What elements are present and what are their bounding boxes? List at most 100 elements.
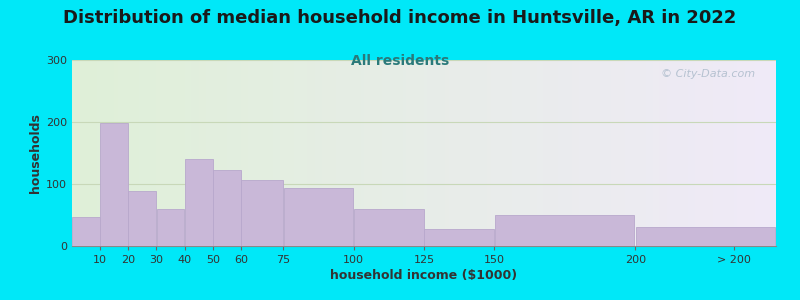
Bar: [494, 60, 498, 246]
Bar: [427, 60, 431, 246]
Bar: [86, 60, 90, 246]
Bar: [688, 60, 691, 246]
Bar: [382, 60, 386, 246]
Bar: [470, 60, 474, 246]
Bar: [572, 60, 575, 246]
Bar: [730, 60, 734, 246]
Bar: [114, 60, 118, 246]
X-axis label: household income ($1000): household income ($1000): [330, 269, 518, 282]
Text: Distribution of median household income in Huntsville, AR in 2022: Distribution of median household income …: [63, 9, 737, 27]
Text: All residents: All residents: [351, 54, 449, 68]
Bar: [628, 60, 632, 246]
Bar: [386, 60, 389, 246]
Bar: [625, 60, 628, 246]
Bar: [410, 60, 414, 246]
Bar: [75, 60, 79, 246]
Bar: [245, 60, 248, 246]
Bar: [716, 60, 720, 246]
Bar: [758, 60, 762, 246]
Bar: [329, 60, 333, 246]
Bar: [343, 60, 346, 246]
Bar: [266, 60, 269, 246]
Bar: [512, 60, 515, 246]
Bar: [389, 60, 392, 246]
Bar: [417, 60, 421, 246]
Bar: [248, 60, 251, 246]
Bar: [505, 60, 509, 246]
Bar: [547, 60, 550, 246]
Bar: [160, 60, 163, 246]
Bar: [150, 60, 153, 246]
Bar: [748, 60, 751, 246]
Bar: [100, 60, 104, 246]
Bar: [326, 60, 329, 246]
Bar: [170, 60, 174, 246]
Bar: [653, 60, 656, 246]
Bar: [600, 60, 603, 246]
Bar: [713, 60, 716, 246]
Bar: [656, 60, 660, 246]
Bar: [751, 60, 755, 246]
Bar: [181, 60, 185, 246]
Bar: [738, 60, 741, 246]
Bar: [142, 60, 146, 246]
Bar: [466, 60, 470, 246]
Bar: [188, 60, 192, 246]
Bar: [346, 60, 350, 246]
Bar: [399, 60, 403, 246]
Bar: [438, 60, 442, 246]
Bar: [301, 60, 304, 246]
Bar: [597, 60, 600, 246]
Bar: [258, 60, 262, 246]
Bar: [104, 60, 107, 246]
Bar: [614, 60, 618, 246]
Bar: [459, 60, 462, 246]
Bar: [153, 60, 157, 246]
Bar: [157, 209, 185, 246]
Bar: [635, 60, 638, 246]
Bar: [174, 60, 178, 246]
Bar: [354, 209, 424, 246]
Bar: [378, 60, 382, 246]
Bar: [586, 60, 590, 246]
Bar: [636, 227, 775, 246]
Bar: [509, 60, 512, 246]
Bar: [650, 60, 653, 246]
Bar: [607, 60, 610, 246]
Bar: [273, 60, 276, 246]
Bar: [283, 60, 286, 246]
Bar: [210, 60, 213, 246]
Bar: [255, 60, 258, 246]
Bar: [442, 60, 445, 246]
Bar: [368, 60, 371, 246]
Bar: [477, 60, 480, 246]
Bar: [178, 60, 181, 246]
Bar: [456, 60, 459, 246]
Bar: [97, 60, 100, 246]
Bar: [550, 60, 554, 246]
Bar: [216, 60, 220, 246]
Bar: [537, 60, 540, 246]
Bar: [361, 60, 364, 246]
Bar: [72, 60, 75, 246]
Bar: [741, 60, 744, 246]
Bar: [276, 60, 280, 246]
Bar: [452, 60, 456, 246]
Bar: [198, 60, 202, 246]
Bar: [251, 60, 255, 246]
Bar: [414, 60, 417, 246]
Bar: [135, 60, 139, 246]
Bar: [241, 180, 283, 246]
Bar: [474, 60, 477, 246]
Bar: [311, 60, 315, 246]
Bar: [304, 60, 308, 246]
Bar: [502, 60, 505, 246]
Bar: [565, 60, 568, 246]
Bar: [298, 60, 301, 246]
Bar: [702, 60, 706, 246]
Bar: [590, 60, 593, 246]
Bar: [540, 60, 544, 246]
Bar: [562, 60, 565, 246]
Bar: [670, 60, 674, 246]
Bar: [283, 188, 354, 246]
